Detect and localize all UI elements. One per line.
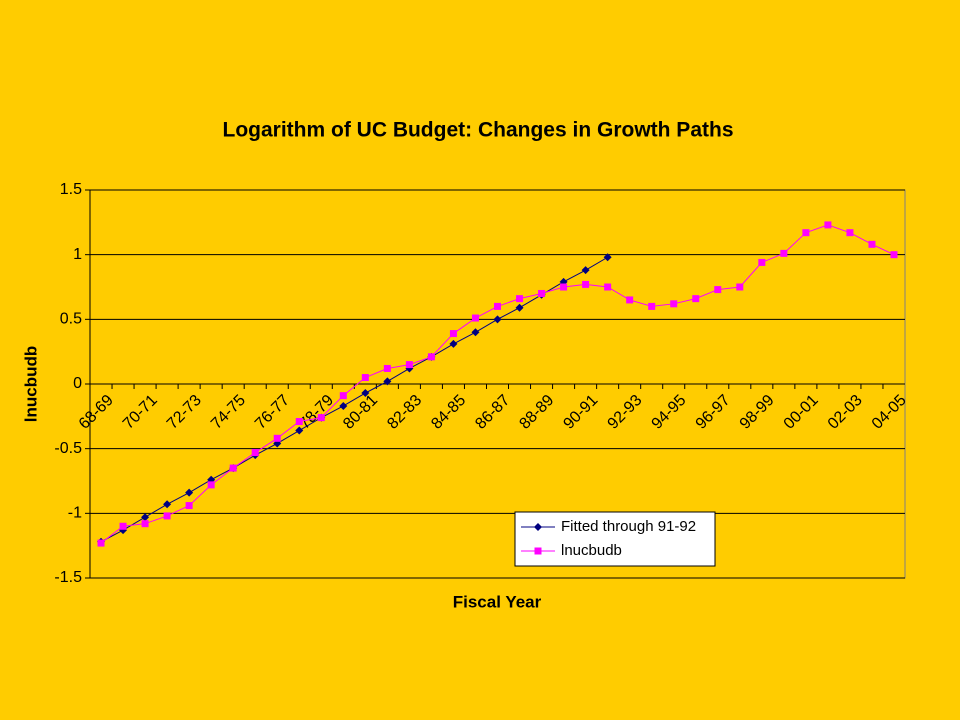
- point: [383, 377, 392, 386]
- point: [534, 547, 542, 555]
- point: [427, 353, 435, 361]
- legend: [514, 511, 716, 567]
- point: [141, 513, 150, 522]
- legend-label: lnucbudb: [561, 542, 622, 559]
- point: [648, 302, 656, 310]
- point: [449, 330, 457, 338]
- point: [207, 481, 215, 489]
- point: [449, 339, 458, 348]
- point: [97, 539, 105, 547]
- point: [802, 229, 810, 237]
- point: [581, 266, 590, 275]
- point: [670, 300, 678, 308]
- point: [538, 289, 546, 297]
- point: [295, 418, 303, 426]
- point: [604, 283, 612, 291]
- point: [339, 392, 347, 400]
- y-axis-label: lnucbudb: [21, 346, 40, 422]
- series-line: [100, 256, 608, 543]
- point: [493, 315, 502, 324]
- legend-label: Fitted through 91-92: [561, 518, 696, 535]
- point: [846, 229, 854, 237]
- point: [251, 449, 259, 457]
- point: [515, 303, 524, 312]
- point: [471, 328, 480, 337]
- point: [736, 283, 744, 291]
- point: [383, 364, 391, 372]
- point: [692, 295, 700, 303]
- y-tick-label: 1: [73, 246, 82, 263]
- point: [758, 258, 766, 266]
- point: [141, 520, 149, 528]
- chart-title: Logarithm of UC Budget: Changes in Growt…: [223, 119, 734, 142]
- y-tick-label: -0.5: [54, 440, 82, 457]
- y-tick-label: -1: [68, 505, 82, 522]
- point: [582, 280, 590, 288]
- x-axis-label: Fiscal Year: [453, 592, 542, 611]
- point: [516, 295, 524, 303]
- point: [163, 512, 171, 520]
- point: [560, 283, 568, 291]
- point: [163, 500, 172, 509]
- point: [339, 401, 348, 410]
- point: [405, 361, 413, 369]
- point: [714, 286, 722, 294]
- point: [494, 302, 501, 310]
- point: [780, 249, 788, 257]
- y-tick-label: 0: [73, 375, 82, 392]
- point: [361, 374, 369, 382]
- point: [185, 488, 194, 497]
- point: [229, 464, 237, 472]
- point: [868, 240, 876, 248]
- point: [295, 426, 304, 435]
- point: [603, 253, 612, 262]
- y-tick-label: -1.5: [54, 569, 82, 586]
- point: [824, 221, 832, 229]
- point: [626, 296, 634, 304]
- point: [534, 523, 542, 531]
- y-tick-label: 0.5: [60, 311, 82, 328]
- y-tick-label: 1.5: [60, 181, 82, 198]
- point: [361, 389, 370, 398]
- point: [890, 251, 898, 259]
- point: [119, 522, 127, 530]
- point: [185, 502, 193, 510]
- point: [471, 314, 479, 322]
- point: [317, 414, 325, 422]
- point: [273, 434, 281, 442]
